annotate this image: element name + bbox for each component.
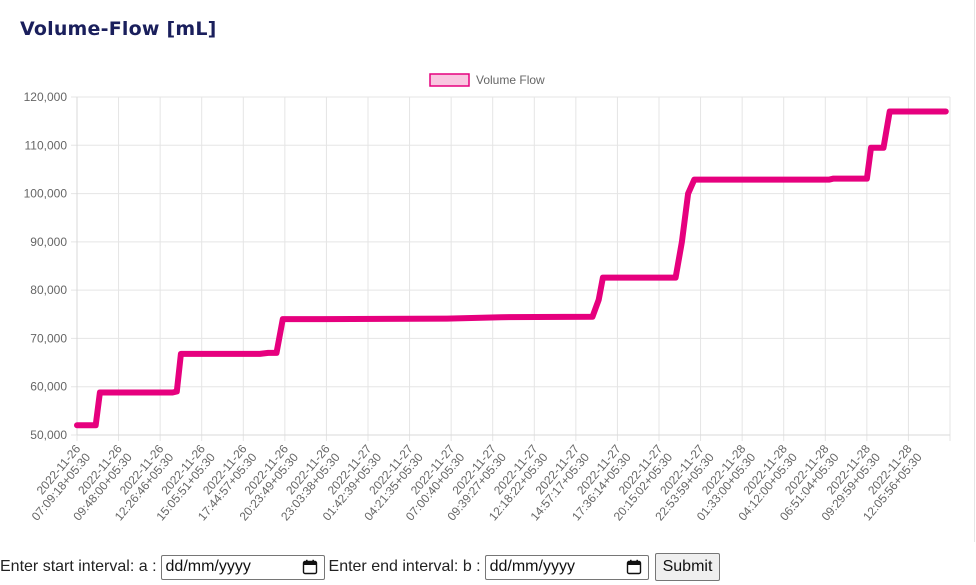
end-interval-label: Enter end interval: b : <box>328 558 481 575</box>
legend-swatch <box>429 73 470 87</box>
y-tick-label: 60,000 <box>30 380 67 394</box>
y-tick-label: 110,000 <box>25 138 68 152</box>
y-tick-label: 90,000 <box>30 235 67 249</box>
series-line-volume-flow <box>74 108 949 429</box>
y-tick-label: 80,000 <box>30 283 67 297</box>
date-range-form: Enter start interval: a : dd/mm/yyyy Ent… <box>0 552 721 582</box>
y-tick-label: 50,000 <box>30 428 67 442</box>
end-date-input[interactable]: dd/mm/yyyy <box>484 554 649 580</box>
submit-button[interactable]: Submit <box>654 553 721 581</box>
y-tick-label: 70,000 <box>30 331 67 345</box>
chart-card: Volume-Flow [mL] 50,000 60,000 70,000 80,00… <box>20 0 975 542</box>
y-tick-label: 120,000 <box>24 90 68 104</box>
calendar-icon[interactable] <box>626 559 642 575</box>
start-interval-label: Enter start interval: a : <box>0 558 157 575</box>
volume-flow-chart: 50,000 60,000 70,000 80,000 90,000 100,000 110… <box>24 73 951 523</box>
start-date-placeholder: dd/mm/yyyy <box>165 558 251 575</box>
start-date-input[interactable]: dd/mm/yyyy <box>160 554 325 580</box>
end-date-placeholder: dd/mm/yyyy <box>489 558 575 575</box>
card-title: Volume-Flow [mL] <box>20 18 217 40</box>
y-tick-label: 100,000 <box>24 187 68 201</box>
calendar-icon[interactable] <box>302 559 318 575</box>
legend-label: Volume Flow <box>476 73 545 87</box>
